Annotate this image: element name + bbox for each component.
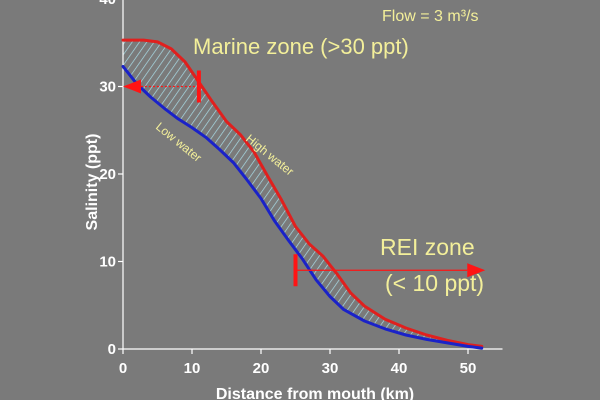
axis-ticks: 0 10 20 30 40 0 10 20 30 40 50	[99, 0, 476, 377]
rei-zone-label: REI zone	[380, 234, 475, 260]
y-tick-label: 0	[108, 341, 116, 358]
x-tick-label: 30	[322, 360, 339, 377]
y-tick-label: 30	[99, 79, 116, 96]
low-water-line	[121, 64, 484, 350]
zone-markers	[123, 70, 486, 287]
rei-zone-sublabel: (< 10 ppt)	[385, 270, 484, 296]
y-tick-label: 40	[99, 0, 116, 8]
flow-annotation: Flow = 3 m³/s	[382, 8, 478, 25]
salinity-range-band	[123, 40, 482, 349]
high-water-line	[121, 38, 484, 348]
x-tick-label: 0	[119, 360, 127, 377]
y-tick-label: 10	[99, 254, 116, 271]
y-tick-label: 20	[99, 166, 116, 183]
x-tick-label: 20	[253, 360, 270, 377]
x-tick-label: 40	[391, 360, 408, 377]
rei-zone-arrowhead	[467, 263, 486, 278]
series-lines	[121, 38, 484, 350]
marine-zone-arrowhead	[123, 79, 141, 94]
x-axis-title: Distance from mouth (km)	[216, 386, 414, 400]
salinity-band-layer	[123, 40, 482, 349]
x-tick-label: 10	[184, 360, 201, 377]
y-axis-title: Salinity (ppt)	[84, 134, 101, 231]
marine-zone-label: Marine zone (>30 ppt)	[193, 34, 409, 59]
x-tick-label: 50	[460, 360, 477, 377]
